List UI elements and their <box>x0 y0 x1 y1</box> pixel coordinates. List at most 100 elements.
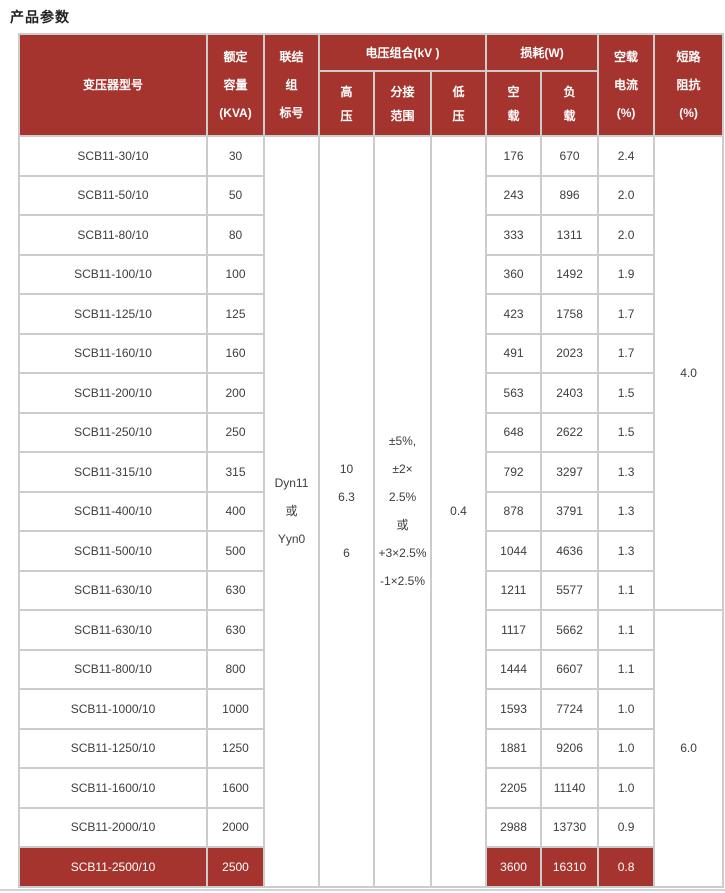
cell-load-loss: 2403 <box>540 372 600 414</box>
connection-group-cell: Dyn11 或 Yyn0 <box>263 135 320 888</box>
cell-no-load-current: 1.3 <box>597 490 656 532</box>
cell-no-load-loss: 1444 <box>485 648 543 690</box>
cell-load-loss: 1311 <box>540 214 600 256</box>
cell-model: SCB11-500/10 <box>18 530 208 572</box>
cell-no-load-loss: 1881 <box>485 727 543 769</box>
cell-load-loss: 6607 <box>540 648 600 690</box>
cell-load-loss: 5662 <box>540 609 600 651</box>
cell-no-load-current: 1.1 <box>597 648 656 690</box>
header-impedance: 短路 阻抗 (%) <box>653 33 725 137</box>
cell-model: SCB11-400/10 <box>18 490 208 532</box>
cell-load-loss: 2023 <box>540 332 600 374</box>
cell-model: SCB11-50/10 <box>18 174 208 216</box>
cell-no-load-current: 1.7 <box>597 293 656 335</box>
cell-no-load-loss: 1211 <box>485 569 543 611</box>
header-model: 变压器型号 <box>18 33 208 137</box>
cell-no-load-current: 1.3 <box>597 451 656 493</box>
cell-capacity: 1000 <box>206 688 265 730</box>
header-lv: 低 压 <box>429 70 488 137</box>
impedance-cell-group2: 6.0 <box>653 609 725 888</box>
cell-load-loss: 4636 <box>540 530 600 572</box>
product-spec-table: 变压器型号 额定 容量 (KVA) 联结 组 标号 电压组合(kV ) 损耗(W… <box>18 33 725 888</box>
cell-no-load-current: 2.4 <box>597 135 656 177</box>
header-hv: 高 压 <box>318 70 375 137</box>
cell-model: SCB11-125/10 <box>18 293 208 335</box>
cell-model: SCB11-800/10 <box>18 648 208 690</box>
cell-capacity: 2000 <box>206 806 265 848</box>
cell-model: SCB11-30/10 <box>18 135 208 177</box>
header-loss-group: 损耗(W) <box>485 33 600 72</box>
cell-capacity: 200 <box>206 372 265 414</box>
cell-no-load-loss: 243 <box>485 174 543 216</box>
cell-capacity: 1600 <box>206 767 265 809</box>
cell-load-loss: 896 <box>540 174 600 216</box>
cell-no-load-loss: 3600 <box>485 846 543 888</box>
cell-capacity: 400 <box>206 490 265 532</box>
table-header: 变压器型号 额定 容量 (KVA) 联结 组 标号 电压组合(kV ) 损耗(W… <box>18 33 725 137</box>
cell-model: SCB11-630/10 <box>18 569 208 611</box>
cell-capacity: 250 <box>206 411 265 453</box>
cell-model: SCB11-160/10 <box>18 332 208 374</box>
cell-model: SCB11-200/10 <box>18 372 208 414</box>
table-body: SCB11-30/10 30 Dyn11 或 Yyn0 10 6.3 6 ±5%… <box>18 135 725 888</box>
page-title: 产品参数 <box>10 9 70 25</box>
table-row[interactable]: SCB11-500/10 500 1044 4636 1.3 <box>18 530 724 572</box>
cell-load-loss: 2622 <box>540 411 600 453</box>
cell-capacity: 315 <box>206 451 265 493</box>
cell-model: SCB11-80/10 <box>18 214 208 256</box>
cell-load-loss: 9206 <box>540 727 600 769</box>
cell-model: SCB11-1000/10 <box>18 688 208 730</box>
cell-model: SCB11-100/10 <box>18 253 208 295</box>
header-connection: 联结 组 标号 <box>263 33 320 137</box>
cell-model: SCB11-1250/10 <box>18 727 208 769</box>
cell-no-load-loss: 792 <box>485 451 543 493</box>
cell-no-load-loss: 176 <box>485 135 543 177</box>
cell-no-load-loss: 1117 <box>485 609 543 651</box>
cell-no-load-current: 1.1 <box>597 569 656 611</box>
lv-cell: 0.4 <box>429 135 488 888</box>
header-load-loss: 负 载 <box>540 70 600 137</box>
cell-load-loss: 670 <box>540 135 600 177</box>
cell-capacity: 100 <box>206 253 265 295</box>
table-row[interactable]: SCB11-50/10 50 243 896 2.0 <box>18 174 724 216</box>
header-capacity: 额定 容量 (KVA) <box>206 33 265 137</box>
table-row-highlighted[interactable]: SCB11-2500/10 2500 3600 16310 0.8 <box>18 846 724 888</box>
cell-load-loss: 5577 <box>540 569 600 611</box>
cell-no-load-loss: 360 <box>485 253 543 295</box>
cell-capacity: 80 <box>206 214 265 256</box>
cell-load-loss: 7724 <box>540 688 600 730</box>
cell-capacity: 30 <box>206 135 265 177</box>
cell-no-load-current: 1.1 <box>597 609 656 651</box>
header-voltage-group: 电压组合(kV ) <box>317 33 488 72</box>
hv-cell: 10 6.3 6 <box>318 135 375 888</box>
cell-capacity: 1250 <box>206 727 265 769</box>
table-row[interactable]: SCB11-30/10 30 Dyn11 或 Yyn0 10 6.3 6 ±5%… <box>18 135 725 888</box>
cell-no-load-loss: 878 <box>485 490 543 532</box>
header-tap-range: 分接 范围 <box>373 70 432 137</box>
cell-no-load-loss: 491 <box>485 332 543 374</box>
cell-capacity: 2500 <box>206 846 265 888</box>
cell-model: SCB11-630/10 <box>18 609 208 651</box>
bottom-divider <box>0 889 725 891</box>
cell-no-load-loss: 333 <box>485 214 543 256</box>
cell-no-load-loss: 2988 <box>485 806 543 848</box>
cell-no-load-current: 1.9 <box>597 253 656 295</box>
cell-no-load-loss: 423 <box>485 293 543 335</box>
cell-no-load-current: 2.0 <box>597 174 656 216</box>
cell-load-loss: 16310 <box>540 846 600 888</box>
cell-no-load-current: 1.5 <box>597 372 656 414</box>
cell-capacity: 160 <box>206 332 265 374</box>
cell-model: SCB11-315/10 <box>18 451 208 493</box>
header-row-sub: 高 压 分接 范围 低 压 空 载 负 载 <box>19 70 723 137</box>
cell-no-load-current: 1.0 <box>597 727 656 769</box>
cell-model: SCB11-1600/10 <box>18 767 208 809</box>
cell-no-load-current: 2.0 <box>597 214 656 256</box>
cell-no-load-current: 1.3 <box>597 530 656 572</box>
cell-capacity: 125 <box>206 293 265 335</box>
cell-no-load-loss: 1044 <box>485 530 543 572</box>
cell-capacity: 630 <box>206 569 265 611</box>
cell-no-load-current: 0.8 <box>597 846 656 888</box>
cell-load-loss: 13730 <box>540 806 600 848</box>
cell-model: SCB11-250/10 <box>18 411 208 453</box>
cell-no-load-current: 1.0 <box>597 688 656 730</box>
